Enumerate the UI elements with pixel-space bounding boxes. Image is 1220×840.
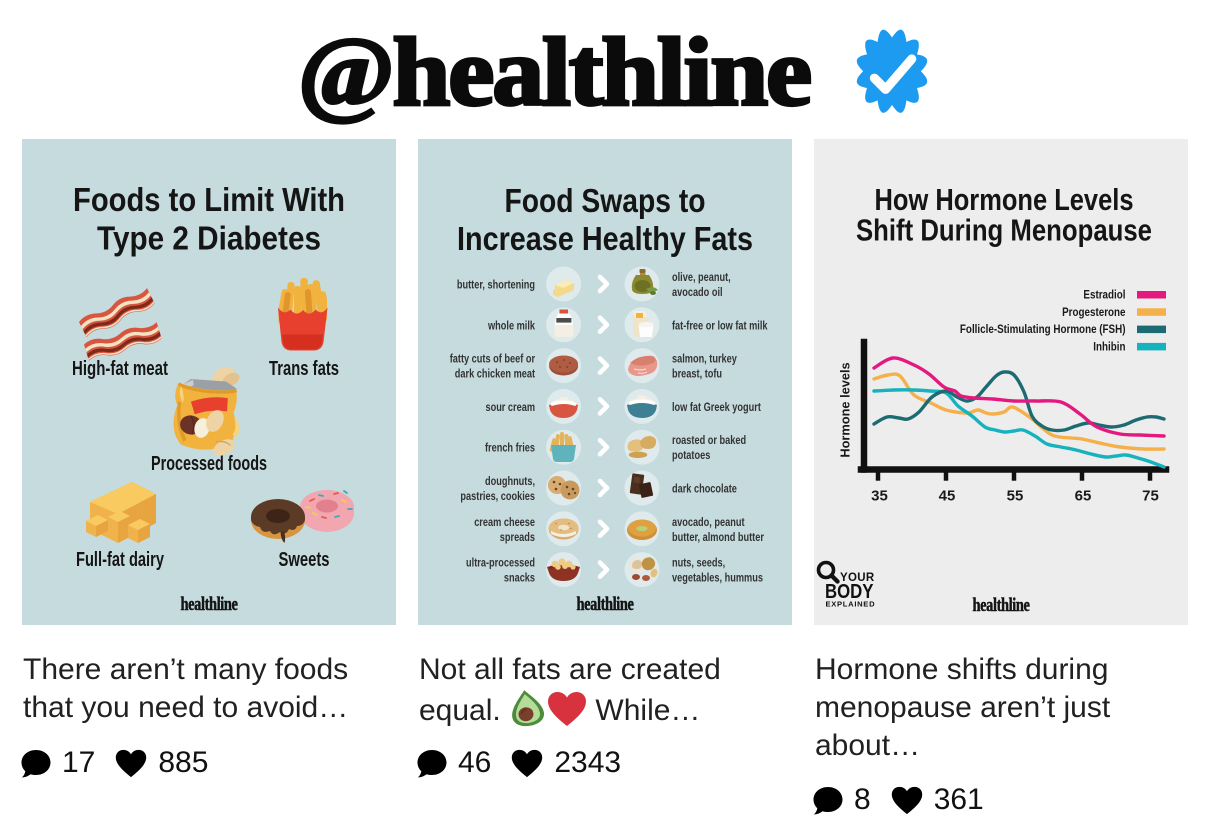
svg-text:potatoes: potatoes (672, 450, 710, 462)
svg-text:Shift During Menopause: Shift During Menopause (856, 213, 1152, 248)
svg-text:55: 55 (1007, 488, 1024, 505)
svg-text:butter, almond butter: butter, almond butter (672, 532, 764, 544)
svg-text:french fries: french fries (485, 443, 535, 455)
svg-text:@healthline: @healthline (298, 19, 810, 126)
svg-text:breast, tofu: breast, tofu (672, 369, 722, 381)
svg-text:cream cheese: cream cheese (474, 517, 535, 529)
svg-text:roasted or baked: roasted or baked (672, 435, 746, 447)
svg-text:How Hormone Levels: How Hormone Levels (875, 182, 1134, 217)
svg-text:snacks: snacks (504, 573, 535, 585)
svg-text:fatty cuts of beef or: fatty cuts of beef or (450, 354, 535, 366)
svg-text:low fat Greek yogurt: low fat Greek yogurt (672, 402, 761, 414)
svg-text:Inhibin: Inhibin (1093, 341, 1125, 354)
svg-text:doughnuts,: doughnuts, (485, 476, 535, 488)
svg-text:dark chocolate: dark chocolate (672, 484, 737, 496)
svg-text:olive, peanut,: olive, peanut, (672, 272, 731, 284)
svg-text:High-fat meat: High-fat meat (72, 357, 168, 380)
svg-text:EXPLAINED: EXPLAINED (826, 600, 876, 609)
svg-text:healthline: healthline (181, 595, 238, 615)
svg-text:Increase Healthy Fats: Increase Healthy Fats (457, 221, 753, 258)
svg-text:75: 75 (1142, 488, 1159, 505)
svg-text:Trans fats: Trans fats (269, 357, 339, 380)
svg-text:Processed foods: Processed foods (151, 452, 267, 475)
svg-text:sour cream: sour cream (485, 402, 535, 414)
svg-text:35: 35 (871, 488, 888, 505)
svg-text:spreads: spreads (500, 532, 535, 544)
svg-text:YOUR: YOUR (840, 572, 875, 584)
svg-text:45: 45 (939, 488, 956, 505)
svg-text:ultra-processed: ultra-processed (466, 558, 535, 570)
svg-text:dark chicken meat: dark chicken meat (455, 369, 536, 381)
svg-text:Foods to Limit With: Foods to Limit With (73, 182, 345, 219)
svg-text:Hormone levels: Hormone levels (838, 362, 853, 457)
svg-text:nuts, seeds,: nuts, seeds, (672, 558, 725, 570)
svg-text:Follicle-Stimulating Hormone (: Follicle-Stimulating Hormone (FSH) (960, 323, 1126, 336)
svg-text:fat-free or low fat milk: fat-free or low fat milk (672, 320, 768, 332)
svg-text:Progesterone: Progesterone (1062, 306, 1125, 319)
svg-text:pastries, cookies: pastries, cookies (460, 491, 535, 503)
svg-text:Full-fat dairy: Full-fat dairy (76, 548, 164, 571)
svg-text:BODY: BODY (825, 581, 874, 603)
svg-text:65: 65 (1075, 488, 1092, 505)
svg-text:butter, shortening: butter, shortening (457, 280, 535, 292)
svg-text:Estradiol: Estradiol (1083, 289, 1125, 302)
svg-text:salmon, turkey: salmon, turkey (672, 354, 737, 366)
svg-text:healthline: healthline (577, 595, 634, 615)
svg-text:vegetables, hummus: vegetables, hummus (672, 573, 763, 585)
svg-text:avocado, peanut: avocado, peanut (672, 517, 745, 529)
svg-text:Food Swaps to: Food Swaps to (505, 183, 706, 220)
svg-text:Type 2 Diabetes: Type 2 Diabetes (97, 221, 321, 258)
svg-text:whole milk: whole milk (487, 320, 535, 332)
svg-text:Sweets: Sweets (279, 548, 330, 571)
svg-text:healthline: healthline (973, 596, 1030, 616)
svg-text:avocado oil: avocado oil (672, 287, 723, 299)
